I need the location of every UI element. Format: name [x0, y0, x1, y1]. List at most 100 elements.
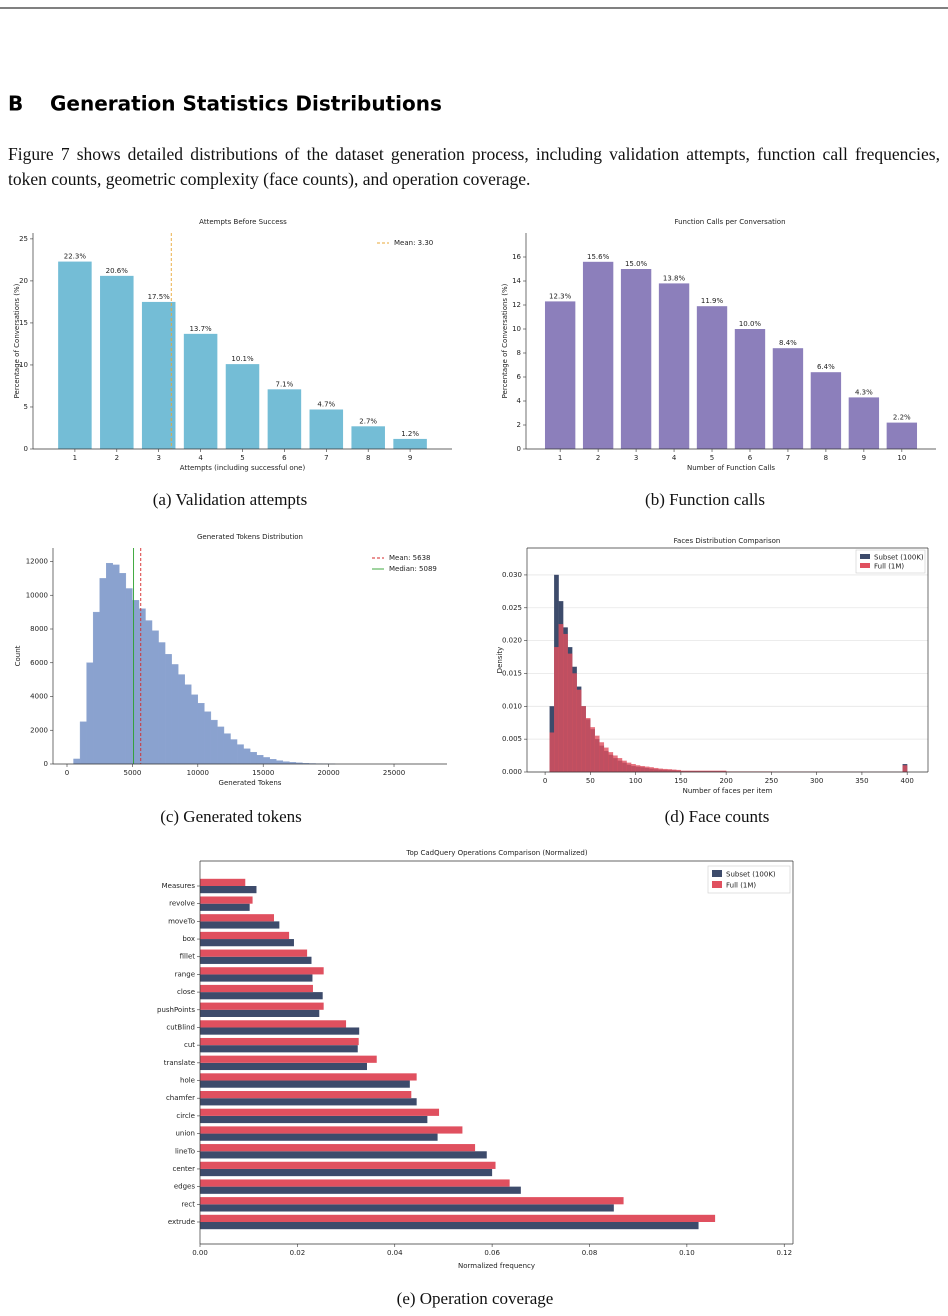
- y-tick-label: 2000: [30, 726, 48, 734]
- y-axis-label: Percentage of Conversations (%): [13, 283, 21, 398]
- histogram-bar: [626, 762, 632, 773]
- bar: [200, 931, 290, 940]
- y-tick-label: 6000: [30, 659, 48, 667]
- x-tick-label: 350: [855, 777, 868, 785]
- y-tick-label: 4: [517, 397, 522, 405]
- bar: [772, 348, 804, 449]
- x-tick-label: 0.00: [192, 1249, 208, 1257]
- x-tick-label: 10: [897, 454, 906, 462]
- histogram-bar: [276, 760, 284, 765]
- histogram-bar: [576, 689, 582, 773]
- y-tick-label: 6: [517, 373, 522, 381]
- y-tick-label: 14: [512, 277, 521, 285]
- histogram-bar: [590, 727, 595, 773]
- histogram-bar: [563, 633, 568, 773]
- histogram-bar: [567, 653, 573, 773]
- bar: [658, 283, 690, 449]
- x-tick-label: 0.02: [290, 1249, 306, 1257]
- y-tick-label: 0.020: [502, 637, 522, 645]
- x-tick-label: 0: [543, 777, 547, 785]
- legend-swatch: [712, 870, 722, 877]
- y-tick-label: close: [177, 988, 195, 996]
- bar: [200, 956, 312, 964]
- y-tick-label: range: [175, 970, 195, 978]
- y-tick-label: cutBlind: [166, 1023, 195, 1031]
- x-tick-label: 0.12: [776, 1249, 792, 1257]
- value-label: 10.0%: [739, 320, 762, 328]
- histogram-bar: [630, 764, 636, 773]
- histogram-bar: [197, 703, 205, 765]
- histogram-bar: [594, 735, 600, 773]
- y-tick-label: 2: [517, 421, 521, 429]
- histogram-bar: [164, 654, 172, 765]
- value-label: 13.8%: [663, 274, 686, 282]
- y-tick-label: 0: [24, 445, 28, 453]
- y-tick-label: circle: [176, 1112, 195, 1120]
- y-tick-label: 15: [19, 319, 28, 327]
- histogram-bar: [644, 766, 650, 773]
- histogram-bar: [79, 721, 87, 765]
- x-tick-label: 400: [900, 777, 913, 785]
- histogram-bar: [649, 767, 654, 773]
- histogram-bar: [217, 726, 225, 765]
- value-label: 11.9%: [701, 297, 724, 305]
- bar: [200, 1161, 496, 1169]
- value-label: 6.4%: [817, 363, 835, 371]
- bar: [200, 1222, 699, 1230]
- x-axis-label: Normalized frequency: [458, 1262, 535, 1270]
- x-tick-label: 4: [672, 454, 677, 462]
- bar: [200, 878, 246, 886]
- bar: [200, 1098, 417, 1106]
- bar: [886, 422, 918, 449]
- histogram-bar: [210, 719, 218, 765]
- bar: [200, 1020, 347, 1028]
- y-tick-label: Measures: [162, 882, 196, 890]
- bar: [200, 1151, 487, 1159]
- y-tick-label: hole: [180, 1077, 195, 1085]
- bar: [200, 1168, 493, 1177]
- value-label: 8.4%: [779, 339, 797, 347]
- chart-title: Attempts Before Success: [199, 218, 287, 226]
- legend-swatch: [860, 554, 870, 559]
- bar: [734, 329, 766, 449]
- x-tick-label: 0.08: [582, 1249, 598, 1257]
- y-tick-label: box: [182, 935, 195, 943]
- bar: [58, 261, 92, 449]
- bar: [200, 974, 313, 982]
- histogram-bar: [223, 733, 231, 765]
- y-tick-label: 4000: [30, 693, 48, 701]
- histogram-bar: [549, 732, 555, 773]
- value-label: 15.6%: [587, 253, 610, 261]
- x-axis-label: Number of Function Calls: [687, 464, 775, 472]
- bar: [141, 301, 176, 449]
- bar: [200, 984, 313, 993]
- y-tick-label: 10: [19, 361, 28, 369]
- histogram-bar: [662, 768, 668, 773]
- bar: [200, 886, 257, 894]
- x-tick-label: 5: [240, 454, 244, 462]
- section-number: B: [8, 92, 23, 116]
- bar: [620, 269, 652, 449]
- x-tick-label: 10000: [187, 769, 209, 777]
- histogram-bar: [658, 768, 663, 773]
- paragraph: Figure 7 shows detailed distributions of…: [8, 144, 940, 189]
- y-tick-label: extrude: [168, 1218, 195, 1226]
- bar: [200, 1091, 412, 1099]
- histogram-bar: [612, 755, 618, 773]
- x-tick-label: 9: [408, 454, 412, 462]
- histogram-bar: [145, 620, 153, 765]
- x-tick-label: 0.06: [484, 1249, 500, 1257]
- x-tick-label: 0: [65, 769, 69, 777]
- y-tick-label: 12: [512, 301, 521, 309]
- legend-label: Full (1M): [726, 882, 756, 890]
- histogram-bar: [585, 718, 591, 773]
- chart-title: Top CadQuery Operations Comparison (Norm…: [405, 849, 587, 857]
- bar: [200, 903, 250, 911]
- histogram-bar: [119, 573, 127, 765]
- histogram-bar: [269, 759, 277, 765]
- y-tick-label: 0.015: [502, 669, 522, 677]
- histogram-bar: [635, 765, 641, 773]
- histogram-bar: [902, 765, 908, 773]
- chart-title: Generated Tokens Distribution: [197, 533, 303, 541]
